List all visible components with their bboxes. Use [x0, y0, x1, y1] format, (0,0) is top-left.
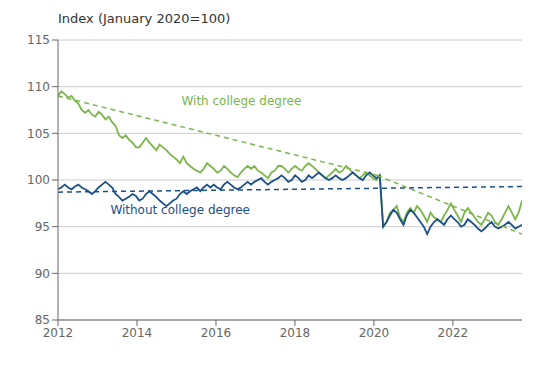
svg-text:115: 115	[27, 33, 50, 47]
svg-text:95: 95	[35, 220, 50, 234]
svg-text:85: 85	[35, 313, 50, 327]
svg-text:With college degree: With college degree	[181, 94, 301, 108]
svg-text:2018: 2018	[280, 326, 311, 340]
svg-text:100: 100	[27, 173, 50, 187]
svg-text:Without college degree: Without college degree	[110, 203, 250, 217]
svg-text:105: 105	[27, 127, 50, 141]
svg-text:2016: 2016	[201, 326, 232, 340]
svg-text:2014: 2014	[122, 326, 153, 340]
svg-text:2012: 2012	[43, 326, 74, 340]
svg-text:110: 110	[27, 80, 50, 94]
svg-text:2022: 2022	[438, 326, 469, 340]
svg-text:2020: 2020	[359, 326, 390, 340]
svg-text:90: 90	[35, 267, 50, 281]
html-text:Index (January 2020=100): Index (January 2020=100)	[58, 11, 231, 26]
